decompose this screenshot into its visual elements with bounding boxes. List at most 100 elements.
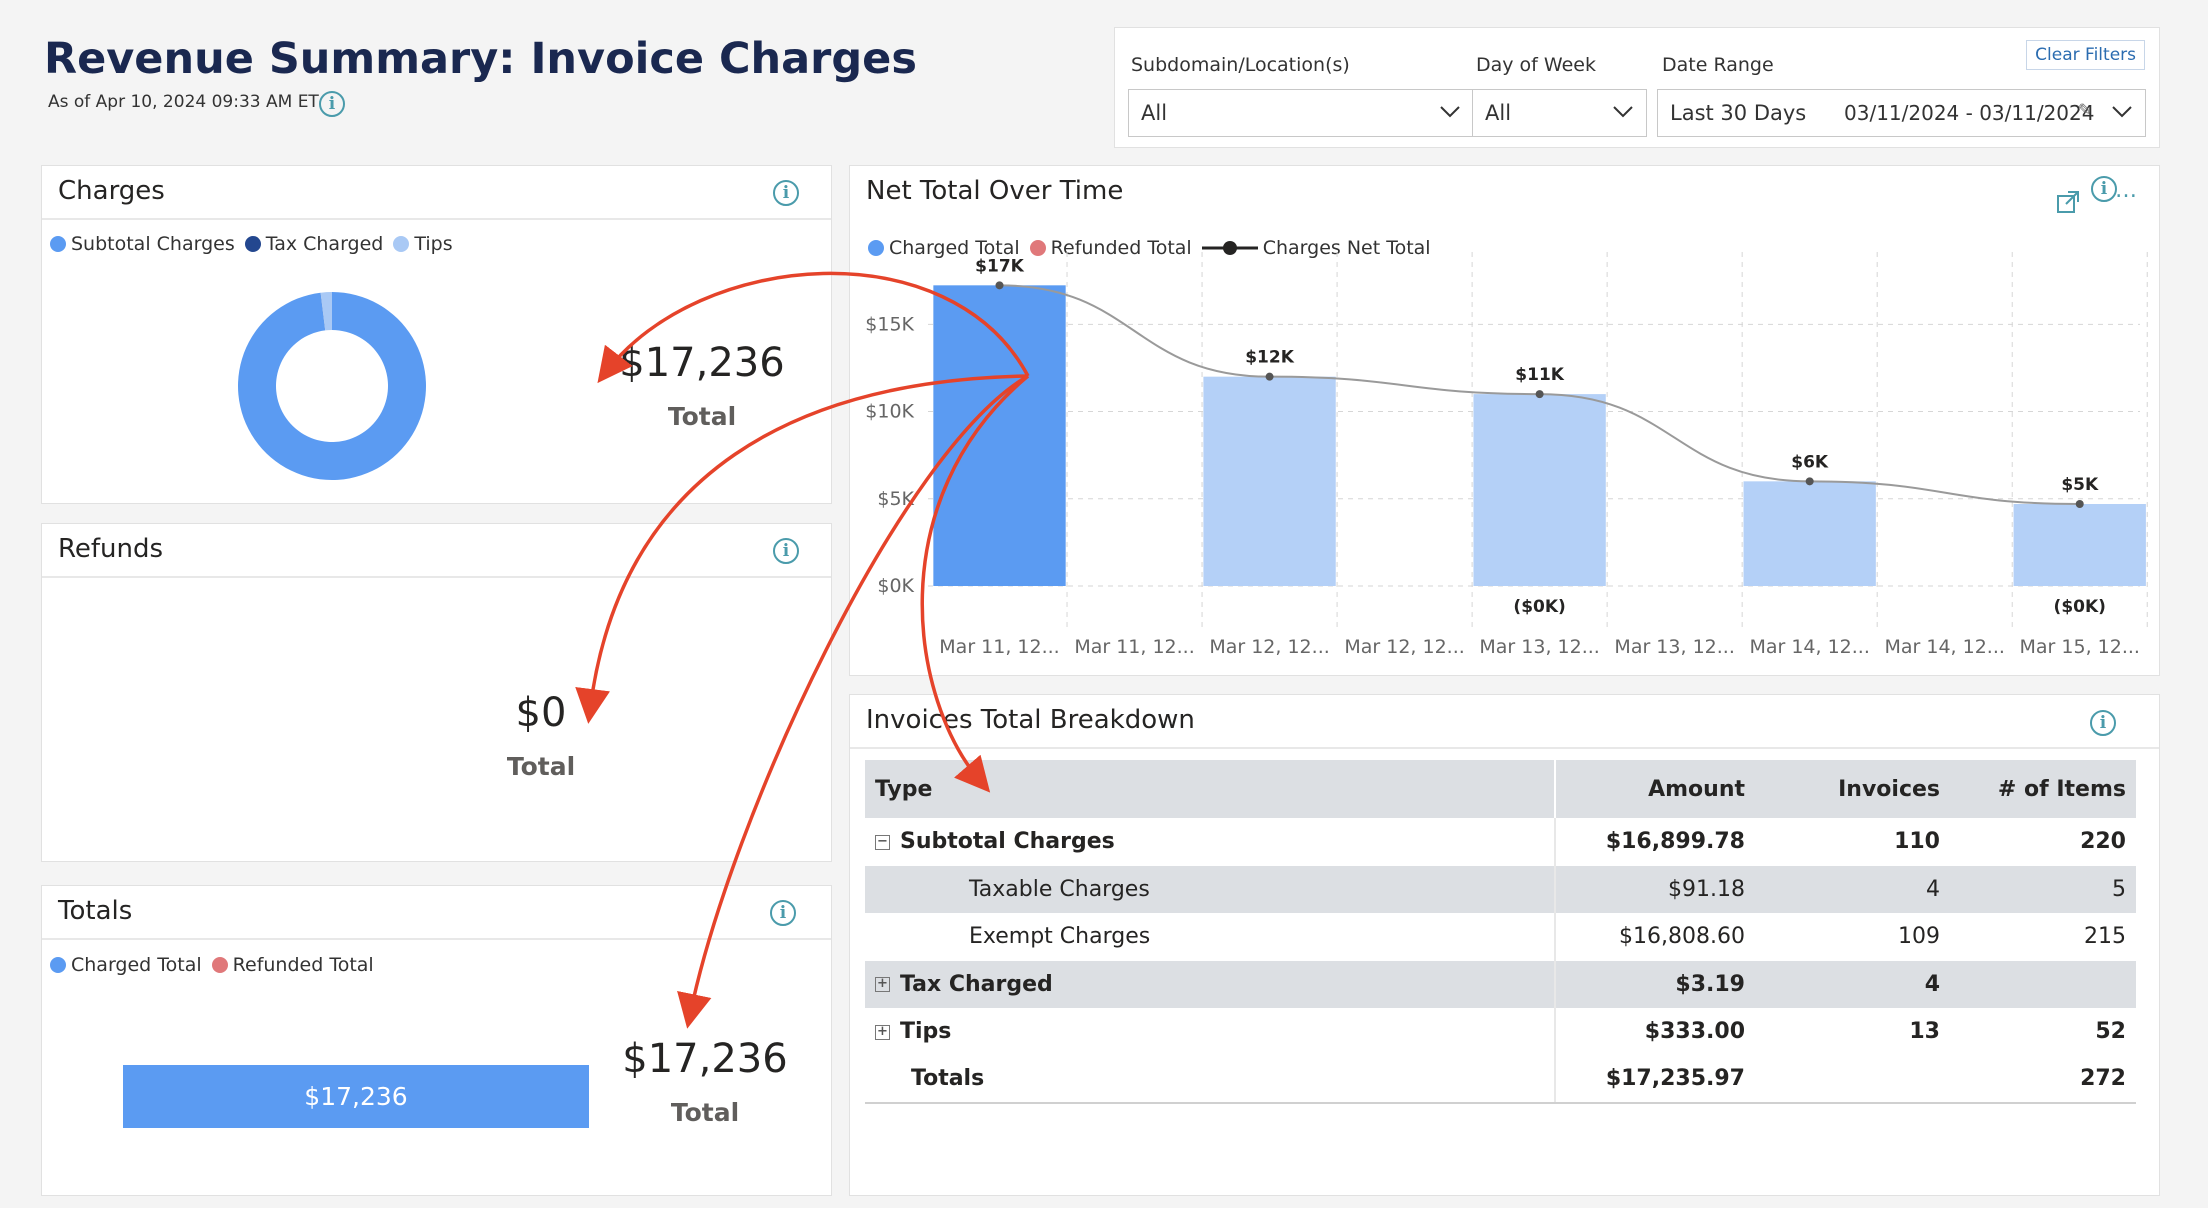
info-icon[interactable]: i (2091, 176, 2117, 202)
subdomain-label: Subdomain/Location(s) (1131, 54, 1350, 76)
x-tick-label: Mar 13, 12... (1614, 636, 1734, 658)
net-total-panel-header: Net Total Over Time i … (850, 166, 2159, 220)
net-total-point[interactable] (2075, 500, 2084, 509)
info-icon[interactable]: i (2090, 710, 2116, 736)
expand-icon[interactable]: + (875, 1024, 890, 1040)
row-amount: $91.18 (1555, 865, 1755, 913)
row-type: Tax Charged (900, 971, 1053, 997)
totals-panel-header: Totals i (42, 886, 831, 940)
date-range-dates: 03/11/2024 - 03/11/2024 (1844, 101, 2095, 125)
totals-panel: Totals i Charged Total Refunded Total $1… (41, 885, 832, 1196)
bar-charged-total[interactable] (1473, 394, 1606, 586)
legend-item-tax[interactable]: Tax Charged (244, 233, 383, 255)
row-amount: $333.00 (1644, 1019, 1745, 1045)
data-label: $17K (975, 256, 1024, 276)
subdomain-select[interactable]: All (1128, 89, 1474, 137)
row-invoices: 4 (1755, 960, 1950, 1008)
edit-pencil-icon[interactable]: ✎ (2078, 100, 2092, 119)
bar-charged-total[interactable] (2013, 504, 2146, 586)
day-of-week-select-value: All (1485, 101, 1512, 125)
bar-charged-total[interactable] (933, 285, 1066, 586)
net-total-point[interactable] (1805, 477, 1814, 486)
row-items: 272 (1950, 1055, 2136, 1104)
breakdown-panel-header: Invoices Total Breakdown i (850, 695, 2159, 749)
column-header-items[interactable]: # of Items (1950, 760, 2136, 818)
bar-charged-total[interactable] (1203, 376, 1336, 586)
row-type: Tips (900, 1019, 952, 1045)
data-label: ($0K) (2054, 597, 2106, 617)
x-tick-label: Mar 14, 12... (1884, 636, 2004, 658)
row-invoices: 110 (1894, 829, 1940, 855)
filter-panel: Clear Filters Subdomain/Location(s) Day … (1114, 27, 2160, 148)
donut-slice[interactable] (320, 292, 326, 331)
legend-item-refunded-total[interactable]: Refunded Total (1029, 237, 1192, 259)
legend-item-subtotal[interactable]: Subtotal Charges (50, 233, 235, 255)
charges-donut-chart[interactable] (232, 286, 432, 486)
as-of-timestamp: As of Apr 10, 2024 09:33 AM ET (48, 92, 319, 112)
expand-icon[interactable] (2056, 190, 2080, 214)
legend-item-tips[interactable]: Tips (393, 233, 453, 255)
legend-item-refunded-total[interactable]: Refunded Total (211, 954, 374, 976)
totals-panel-title: Totals (58, 896, 133, 926)
x-tick-label: Mar 11, 12... (939, 636, 1059, 658)
row-items: 220 (2080, 829, 2126, 855)
charges-legend: Subtotal Charges Tax Charged Tips (50, 233, 463, 255)
column-header-amount[interactable]: Amount (1555, 760, 1755, 818)
more-options-icon[interactable]: … (2115, 178, 2137, 203)
charged-total-bar[interactable]: $17,236 (123, 1065, 589, 1128)
chevron-down-icon (1613, 106, 1633, 118)
refunds-panel: Refunds i $0 Total (41, 523, 832, 862)
y-tick-label: $5K (877, 488, 914, 510)
breakdown-panel: Invoices Total Breakdown i Type Amount I… (849, 694, 2160, 1196)
row-invoices: 4 (1755, 865, 1950, 913)
y-tick-label: $10K (865, 401, 914, 423)
header-info-icon[interactable]: i (319, 91, 345, 117)
net-total-panel-title: Net Total Over Time (866, 176, 1124, 206)
row-items: 5 (1950, 865, 2136, 913)
column-header-type[interactable]: Type (865, 760, 1556, 818)
net-total-point[interactable] (995, 281, 1004, 290)
table-row[interactable]: Taxable Charges $91.18 4 5 (865, 865, 2136, 913)
day-of-week-select[interactable]: All (1472, 89, 1647, 137)
chevron-down-icon (1440, 106, 1460, 118)
table-header-row: Type Amount Invoices # of Items (865, 760, 2136, 818)
legend-item-charges-net-total[interactable]: Charges Net Total (1201, 237, 1431, 259)
clear-filters-button[interactable]: Clear Filters (2026, 40, 2145, 70)
row-invoices: 13 (1909, 1019, 1940, 1045)
info-icon[interactable]: i (770, 900, 796, 926)
breakdown-panel-title: Invoices Total Breakdown (866, 705, 1195, 735)
data-label: $6K (1791, 452, 1829, 472)
data-label: $5K (2061, 475, 2099, 495)
table-totals-row: Totals $17,235.97 272 (865, 1055, 2136, 1104)
row-type: Totals (911, 1066, 985, 1092)
refunds-panel-header: Refunds i (42, 524, 831, 578)
table-row[interactable]: + Tax Charged $3.19 4 (865, 960, 2136, 1008)
page-title: Revenue Summary: Invoice Charges (44, 34, 917, 84)
net-total-chart[interactable]: $0K $5K $10K $15K Mar 11, 12... Mar 11, 12...… (850, 166, 2161, 677)
legend-item-charged-total[interactable]: Charged Total (50, 954, 202, 976)
info-icon[interactable]: i (773, 180, 799, 206)
chevron-down-icon (2112, 106, 2132, 118)
bar-charged-total[interactable] (1743, 481, 1876, 586)
net-total-point[interactable] (1535, 390, 1544, 399)
x-tick-label: Mar 11, 12... (1074, 636, 1194, 658)
collapse-icon[interactable]: − (875, 834, 890, 850)
row-type: Subtotal Charges (900, 829, 1115, 855)
table-row[interactable]: + Tips $333.00 13 52 (865, 1008, 2136, 1056)
data-label: $12K (1245, 348, 1294, 368)
charges-total-value: $17,236 (619, 340, 785, 386)
expand-icon[interactable]: + (875, 977, 890, 993)
row-type: Exempt Charges (969, 924, 1151, 950)
column-header-invoices[interactable]: Invoices (1755, 760, 1950, 818)
info-icon[interactable]: i (773, 538, 799, 564)
donut-slice[interactable] (238, 292, 426, 480)
date-range-select-value: Last 30 Days (1670, 101, 1807, 125)
legend-item-charged-total[interactable]: Charged Total (868, 237, 1020, 259)
donut-slice[interactable] (320, 292, 332, 331)
x-tick-label: Mar 15, 12... (2020, 636, 2140, 658)
table-row[interactable]: − Subtotal Charges $16,899.78 110 220 (865, 818, 2136, 866)
table-row[interactable]: Exempt Charges $16,808.60 109 215 (865, 913, 2136, 961)
x-tick-label: Mar 13, 12... (1479, 636, 1599, 658)
date-range-select[interactable]: Last 30 Days 03/11/2024 - 03/11/2024 ✎ (1657, 89, 2146, 137)
net-total-point[interactable] (1265, 372, 1274, 381)
